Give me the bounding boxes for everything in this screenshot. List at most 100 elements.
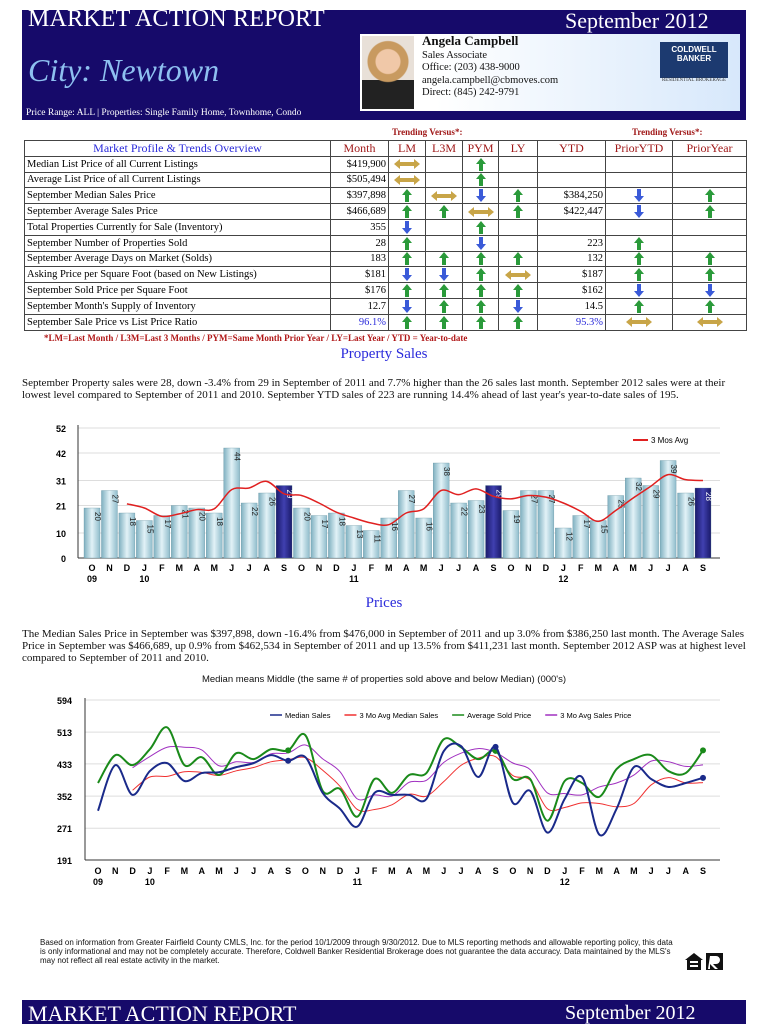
row-label: Total Properties Currently for Sale (Inv… [24, 218, 331, 236]
bar-value-label: 22 [250, 507, 259, 516]
agent-email[interactable]: angela.campbell@cbmoves.com [422, 74, 559, 86]
x-tick-label: J [562, 866, 567, 876]
agent-office: Office: (203) 438-9000 [422, 62, 520, 73]
x-tick-label: A [406, 866, 413, 876]
x-tick-label: A [475, 866, 482, 876]
bar-value-label: 29 [495, 490, 504, 499]
ytd-value: 95.3% [537, 313, 606, 331]
bar-value-label: 11 [372, 535, 381, 544]
trend-ly [498, 266, 538, 284]
arrow-up-icon [513, 189, 523, 203]
bar [345, 525, 363, 559]
trend-l3m [425, 171, 463, 189]
x-tick-label: D [337, 866, 344, 876]
month-value: $419,900 [330, 155, 389, 173]
arrow-sideways-icon [626, 317, 652, 328]
column-header: Month [330, 140, 389, 157]
agent-photo [362, 36, 414, 109]
arrow-up-icon [634, 299, 644, 313]
y-tick-label: 31 [56, 477, 66, 487]
x-tick-label: O [302, 866, 309, 876]
x-tick-label: J [441, 866, 446, 876]
city-title: City: Newtown [28, 52, 220, 88]
bar-value-label: 17 [582, 520, 591, 529]
table-row: September Number of Properties Sold 28 223 [24, 234, 747, 252]
x-tick-label: A [403, 563, 410, 573]
year-label: 09 [93, 877, 103, 887]
legend-label: Average Sold Price [467, 711, 531, 720]
arrow-up-icon [475, 157, 486, 171]
bar-value-label: 16 [425, 522, 434, 531]
arrow-sideways-icon [505, 269, 531, 280]
table-row: September Median Sales Price $397,898 $384… [24, 187, 747, 205]
arrow-up-icon [402, 315, 412, 329]
bar [310, 515, 328, 559]
bar [572, 515, 589, 559]
arrow-up-icon [634, 236, 644, 250]
x-tick-label: M [595, 563, 603, 573]
ytd-value: 223 [537, 234, 606, 252]
y-tick-label: 0 [61, 554, 66, 564]
arrow-sideways-icon [394, 174, 420, 185]
arrow-up-icon [402, 236, 412, 250]
arrow-down-icon [475, 236, 486, 250]
bar-value-label: 20 [93, 512, 102, 521]
trend-pym [462, 313, 499, 331]
bar [520, 490, 537, 559]
trend-prior-ytd [605, 187, 673, 205]
trend-l3m [425, 266, 463, 284]
trend-pym [462, 218, 499, 236]
trend-prior-year [672, 203, 747, 220]
bar [118, 512, 136, 559]
x-tick-label: O [509, 866, 516, 876]
trend-lm [388, 282, 426, 299]
y-tick-label: 433 [57, 760, 72, 770]
bar-value-label: 23 [477, 505, 486, 514]
x-tick-label: A [473, 563, 480, 573]
bar-value-label: 29 [652, 490, 661, 499]
y-tick-label: 191 [57, 856, 72, 866]
footer-date: September 2012 [565, 1002, 696, 1024]
x-tick-label: J [458, 866, 463, 876]
arrow-down-icon [513, 299, 523, 313]
table-footnote: *LM=Last Month / L3M=Last 3 Months / PYM… [44, 333, 468, 343]
trend-ly [498, 171, 538, 189]
arrow-up-icon [439, 284, 449, 298]
trend-prior-ytd [605, 171, 673, 189]
x-tick-label: J [456, 563, 461, 573]
trend-prior-year [672, 250, 747, 268]
row-label: September Month's Supply of Inventory [24, 297, 331, 315]
table-row: September Sale Price vs List Price Ratio… [24, 313, 747, 331]
x-tick-label: A [193, 563, 200, 573]
trend-pym [462, 155, 499, 173]
trend-l3m [425, 234, 463, 252]
table-row: September Sold Price per Square Foot $176… [24, 282, 747, 299]
report-date: September 2012 [565, 8, 709, 33]
x-tick-label: M [388, 866, 396, 876]
x-tick-label: S [700, 563, 706, 573]
month-value: 28 [330, 234, 389, 252]
row-label: Average List Price of all Current Listin… [24, 171, 331, 189]
ytd-value: $422,447 [537, 203, 606, 220]
trend-prior-ytd [605, 218, 673, 236]
row-label: September Number of Properties Sold [24, 234, 331, 252]
bar [240, 502, 258, 559]
row-label: Asking Price per Square Foot (based on N… [24, 266, 331, 284]
bar-value-label: 17 [320, 520, 329, 529]
bar-value-label: 18 [337, 517, 346, 526]
x-tick-label: M [176, 563, 184, 573]
y-tick-label: 42 [56, 449, 66, 459]
arrow-down-icon [402, 299, 412, 313]
bar-value-label: 20 [302, 512, 311, 521]
y-tick-label: 52 [56, 424, 66, 434]
ytd-value: 132 [537, 250, 606, 268]
row-label: September Average Sales Price [24, 203, 331, 220]
month-value: 96.1% [330, 313, 389, 331]
arrow-up-icon [704, 299, 715, 313]
x-tick-label: J [247, 563, 252, 573]
bar-value-label: 32 [634, 482, 643, 491]
bar-value-label: 21 [180, 510, 189, 519]
arrow-up-icon [513, 205, 523, 219]
ytd-value [537, 218, 606, 236]
y-tick-label: 513 [57, 728, 72, 738]
